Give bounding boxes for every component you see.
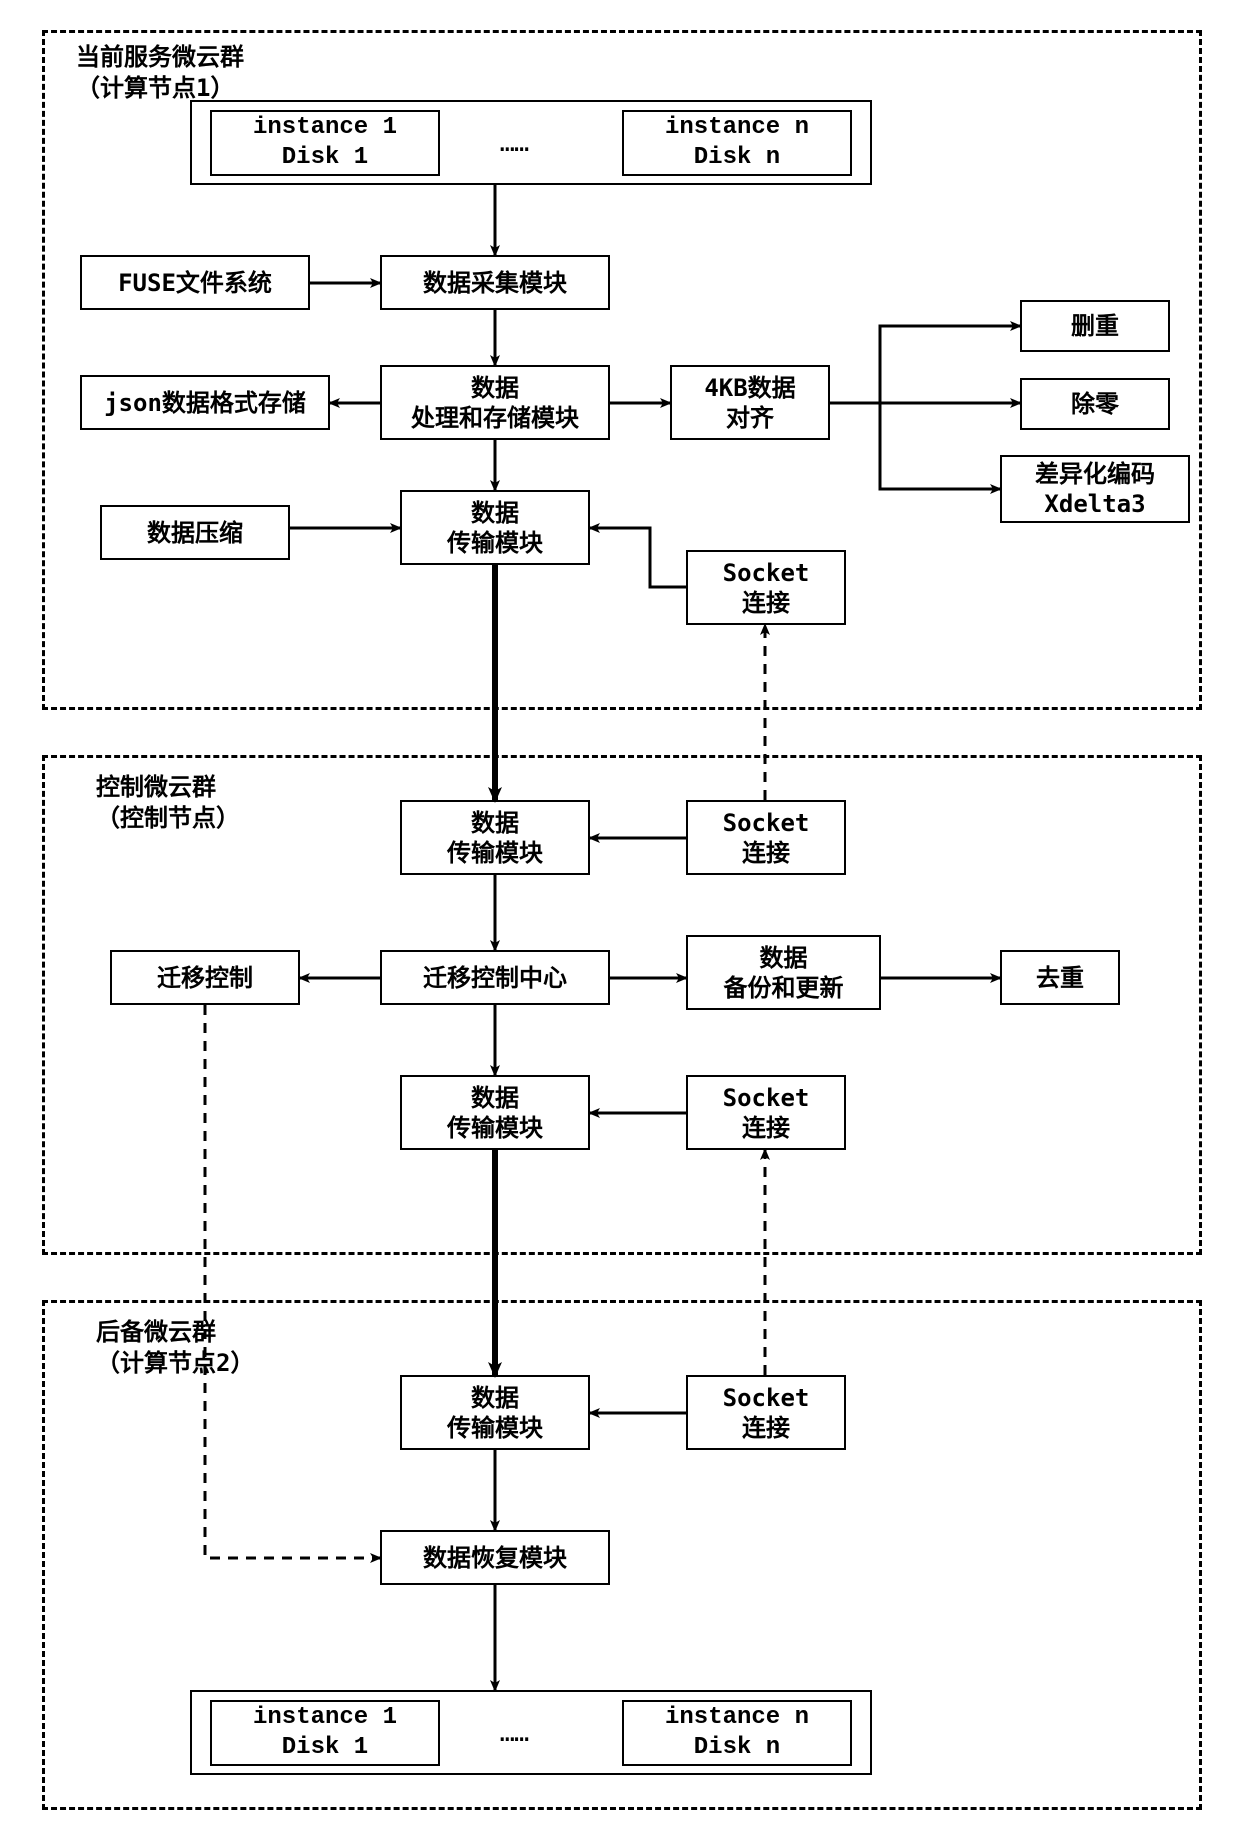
box-restore: 数据恢复模块: [380, 1530, 610, 1585]
box-collect: 数据采集模块: [380, 255, 610, 310]
box-json: json数据格式存储: [80, 375, 330, 430]
box-instance-1-bottom: instance 1Disk 1: [210, 1700, 440, 1766]
box-align: 4KB数据对齐: [670, 365, 830, 440]
box-sock1: Socket连接: [686, 550, 846, 625]
box-trans3: 数据传输模块: [400, 1075, 590, 1150]
box-xdelta: 差异化编码Xdelta3: [1000, 455, 1190, 523]
box-instance-1-top: instance 1Disk 1: [210, 110, 440, 176]
ellipsis-bottom: ……: [500, 1722, 529, 1749]
box-dedup2: 去重: [1000, 950, 1120, 1005]
box-instance-n-top: instance nDisk n: [622, 110, 852, 176]
box-zero: 除零: [1020, 378, 1170, 430]
box-trans2: 数据传输模块: [400, 800, 590, 875]
group-label-2: 控制微云群（控制节点）: [90, 770, 246, 836]
box-backup: 数据备份和更新: [686, 935, 881, 1010]
box-trans1: 数据传输模块: [400, 490, 590, 565]
box-migctrl: 迁移控制: [110, 950, 300, 1005]
group-label-3: 后备微云群（计算节点2）: [90, 1315, 260, 1381]
box-process: 数据处理和存储模块: [380, 365, 610, 440]
box-instance-n-bottom: instance nDisk n: [622, 1700, 852, 1766]
box-sock4: Socket连接: [686, 1375, 846, 1450]
box-compress: 数据压缩: [100, 505, 290, 560]
box-sock3: Socket连接: [686, 1075, 846, 1150]
box-center: 迁移控制中心: [380, 950, 610, 1005]
group-label-1: 当前服务微云群（计算节点1）: [70, 40, 250, 106]
box-sock2: Socket连接: [686, 800, 846, 875]
box-fuse: FUSE文件系统: [80, 255, 310, 310]
box-dedup: 删重: [1020, 300, 1170, 352]
ellipsis-top: ……: [500, 132, 529, 159]
box-trans4: 数据传输模块: [400, 1375, 590, 1450]
